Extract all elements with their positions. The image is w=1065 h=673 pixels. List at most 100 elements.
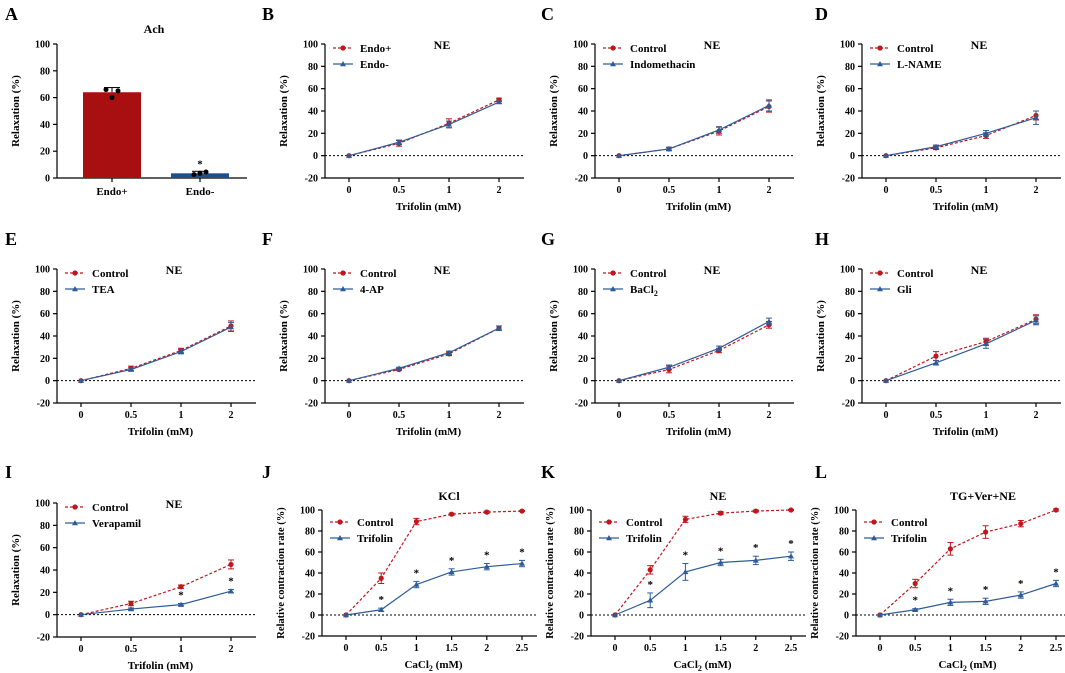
legend-marker <box>72 270 78 276</box>
y-tick-label: -20 <box>571 632 584 643</box>
y-tick-label: 40 <box>578 107 588 118</box>
legend-label: Control <box>897 268 933 280</box>
legend-marker <box>340 286 346 292</box>
x-tick-label: 2 <box>497 185 502 196</box>
data-point <box>788 553 794 559</box>
legend-label: Gli <box>897 284 912 296</box>
legend-text: Control <box>626 517 662 529</box>
legend-marker <box>72 520 78 526</box>
y-tick-label: 100 <box>35 40 50 51</box>
x-tick-label: 0.5 <box>644 643 657 654</box>
legend-label: Control <box>897 43 933 55</box>
data-point <box>788 507 794 513</box>
legend-label: Control <box>891 517 927 529</box>
y-tick-label: 60 <box>845 84 855 95</box>
y-tick-label: 100 <box>569 506 584 517</box>
legend-label: Trifolin <box>357 533 393 545</box>
panel-letter: D <box>815 4 828 24</box>
data-point <box>115 88 121 94</box>
legend-marker <box>337 535 343 541</box>
legend-text: Gli <box>897 284 912 296</box>
legend-text: Control <box>360 268 396 280</box>
x-axis-label: CaCl2 (mM) <box>938 659 996 673</box>
legend-label: BaCl2 <box>630 284 658 298</box>
y-tick-label: 0 <box>45 610 50 621</box>
x-axis-label: Trifolin (mM) <box>396 426 462 438</box>
panel-letter: K <box>541 462 555 482</box>
significance-star: * <box>983 584 989 596</box>
legend-text: Control <box>630 43 666 55</box>
significance-star: * <box>228 576 234 588</box>
x-tick-label: 2 <box>229 410 234 421</box>
data-point <box>933 353 939 359</box>
x-tick-label: 1.5 <box>714 643 727 654</box>
x-tick-label: 0 <box>347 185 352 196</box>
data-point <box>103 87 109 93</box>
y-tick-label: 60 <box>40 93 50 104</box>
legend-text: Control <box>630 268 666 280</box>
legend-label: Endo- <box>360 59 389 71</box>
y-tick-label: 60 <box>40 309 50 320</box>
panel-e: E -20 0 20 40 60 80 100 Relaxation (%) 0 0.5 1 2 Trif… <box>5 229 256 438</box>
panel-letter: J <box>262 462 271 482</box>
x-tick-label: 0.5 <box>393 185 406 196</box>
y-tick-label: 0 <box>313 151 318 162</box>
x-tick-label: 0.5 <box>930 185 943 196</box>
chart-title: NE <box>166 497 183 511</box>
legend-label: Verapamil <box>92 518 141 530</box>
series-line-control <box>879 509 1057 616</box>
x-axis-label: CaCl2 (mM) <box>673 659 731 673</box>
legend-text: Indomethacin <box>630 59 695 71</box>
series-line-endo- <box>348 101 500 157</box>
legend-marker <box>610 286 616 292</box>
legend-marker <box>340 61 346 67</box>
y-tick-label: 100 <box>35 265 50 276</box>
significance-star: * <box>718 545 724 557</box>
legend-text: Control <box>357 517 393 529</box>
x-axis-label: Trifolin (mM) <box>933 426 999 438</box>
y-tick-label: 60 <box>845 309 855 320</box>
y-tick-label: 80 <box>578 62 588 73</box>
panel-letter: L <box>815 462 827 482</box>
x-tick-label: 2 <box>1018 643 1023 654</box>
chart-title: NE <box>166 263 183 277</box>
legend-marker <box>877 286 883 292</box>
y-tick-label: 40 <box>40 566 50 577</box>
y-axis-label: Relative contraction rate (%) <box>545 507 556 639</box>
y-tick-label: 40 <box>574 569 584 580</box>
legend-text: Control <box>92 268 128 280</box>
y-tick-label: 60 <box>578 309 588 320</box>
significance-star: * <box>178 590 184 602</box>
data-point <box>716 345 722 351</box>
x-tick-label: 2 <box>497 410 502 421</box>
data-point <box>446 121 452 127</box>
x-tick-label: Endo- <box>186 186 215 198</box>
y-tick-label: 20 <box>40 354 50 365</box>
x-axis-label: Trifolin (mM) <box>666 426 732 438</box>
x-tick-label: 0.5 <box>375 643 388 654</box>
series-line-verapamil <box>80 590 232 616</box>
data-point <box>912 580 918 587</box>
y-tick-label: -20 <box>836 632 849 643</box>
series-line-gli <box>885 319 1037 382</box>
x-tick-label: 0.5 <box>663 185 676 196</box>
series-line-trifolin <box>345 562 523 616</box>
x-tick-label: 2 <box>229 644 234 655</box>
chart-title: NE <box>704 263 721 277</box>
y-tick-label: 20 <box>845 129 855 140</box>
x-label-unit: (mM) <box>702 659 732 671</box>
data-point <box>78 377 84 383</box>
y-tick-label: 40 <box>839 569 849 580</box>
legend-text: Trifolin <box>626 533 662 545</box>
x-tick-label: 1 <box>179 410 184 421</box>
data-point <box>128 606 134 612</box>
panel-c: C -20 0 20 40 60 80 100 Relaxation (%) 0 0.5 1 2 Trif… <box>541 4 794 213</box>
significance-star: * <box>197 158 203 170</box>
significance-star: * <box>753 542 759 554</box>
x-label-main: CaCl <box>673 659 697 671</box>
data-point <box>396 139 402 145</box>
significance-star: * <box>1053 566 1059 578</box>
significance-star: * <box>414 567 420 579</box>
x-axis-label: Trifolin (mM) <box>128 426 194 438</box>
